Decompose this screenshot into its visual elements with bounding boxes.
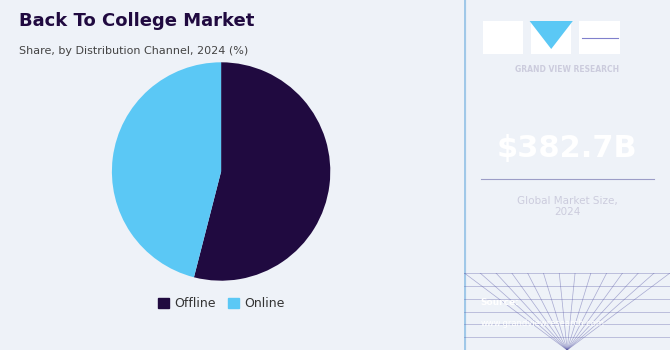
Legend: Offline, Online: Offline, Online [153,292,289,315]
Text: Global Market Size,
2024: Global Market Size, 2024 [517,196,618,217]
FancyBboxPatch shape [580,21,620,54]
FancyBboxPatch shape [483,21,523,54]
Text: $382.7B: $382.7B [497,134,637,163]
Text: Back To College Market: Back To College Market [19,12,254,30]
FancyBboxPatch shape [531,21,572,54]
Text: Share, by Distribution Channel, 2024 (%): Share, by Distribution Channel, 2024 (%) [19,46,248,56]
Text: www.grandviewresearch.com: www.grandviewresearch.com [481,318,605,328]
Text: GRAND VIEW RESEARCH: GRAND VIEW RESEARCH [515,65,619,75]
Polygon shape [529,21,573,49]
Text: Source:: Source: [481,298,519,307]
Wedge shape [112,62,221,277]
Wedge shape [194,62,330,281]
